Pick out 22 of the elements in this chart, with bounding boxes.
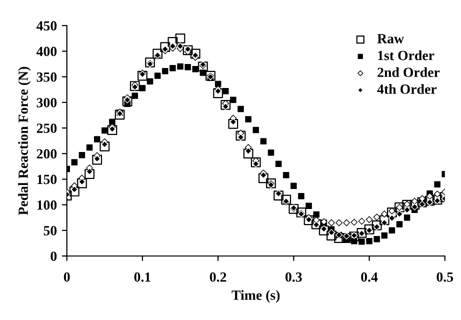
legend-label: Raw xyxy=(377,34,404,44)
y-tick-label: 100 xyxy=(37,200,57,210)
y-tick-label: 450 xyxy=(36,21,57,31)
x-tick-label: 0.3 xyxy=(286,272,302,282)
legend-label: 2nd Order xyxy=(378,67,440,78)
x-tick-label: 0.4 xyxy=(361,272,378,282)
y-tick-label: 250 xyxy=(36,124,57,133)
x-tick-label: 0 xyxy=(64,272,70,282)
legend-label: 1st Order xyxy=(378,50,434,60)
x-tick-label: 0.2 xyxy=(210,272,226,282)
x-tick-label: 0.1 xyxy=(134,272,150,282)
legend-label: 4th Order xyxy=(377,84,437,94)
y-tick-label: 0 xyxy=(50,252,57,261)
y-axis-title: Pedal Reaction Force (N) xyxy=(18,66,31,216)
y-tick-label: 350 xyxy=(36,72,57,82)
x-tick-label: 0.5 xyxy=(436,272,454,282)
y-tick-label: 50 xyxy=(44,226,57,236)
x-axis-title: Time (s) xyxy=(232,290,280,303)
y-tick-label: 200 xyxy=(36,149,57,159)
y-tick-label: 400 xyxy=(36,46,57,56)
y-tick-label: 300 xyxy=(36,98,57,108)
y-tick-label: 150 xyxy=(37,174,57,184)
